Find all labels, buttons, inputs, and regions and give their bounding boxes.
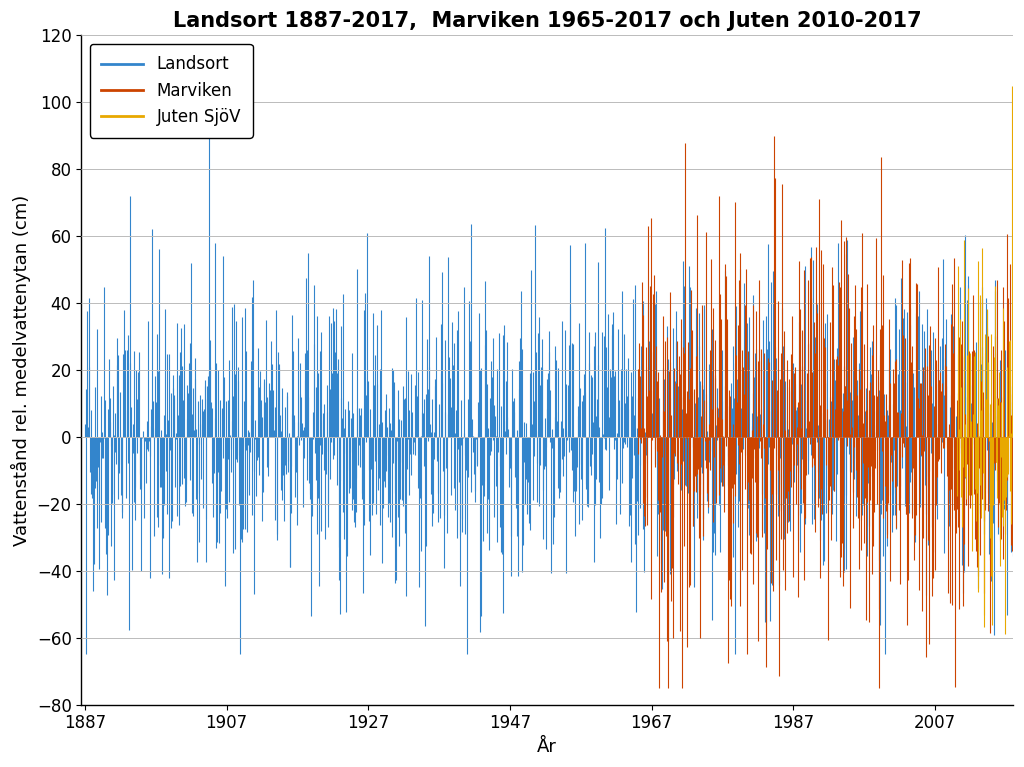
- X-axis label: År: År: [538, 738, 557, 756]
- Legend: Landsort, Marviken, Juten SjöV: Landsort, Marviken, Juten SjöV: [90, 44, 253, 138]
- Title: Landsort 1887-2017,  Marviken 1965-2017 och Juten 2010-2017: Landsort 1887-2017, Marviken 1965-2017 o…: [173, 11, 922, 31]
- Y-axis label: Vattenstånd rel. medelvattenytan (cm): Vattenstånd rel. medelvattenytan (cm): [11, 194, 31, 545]
